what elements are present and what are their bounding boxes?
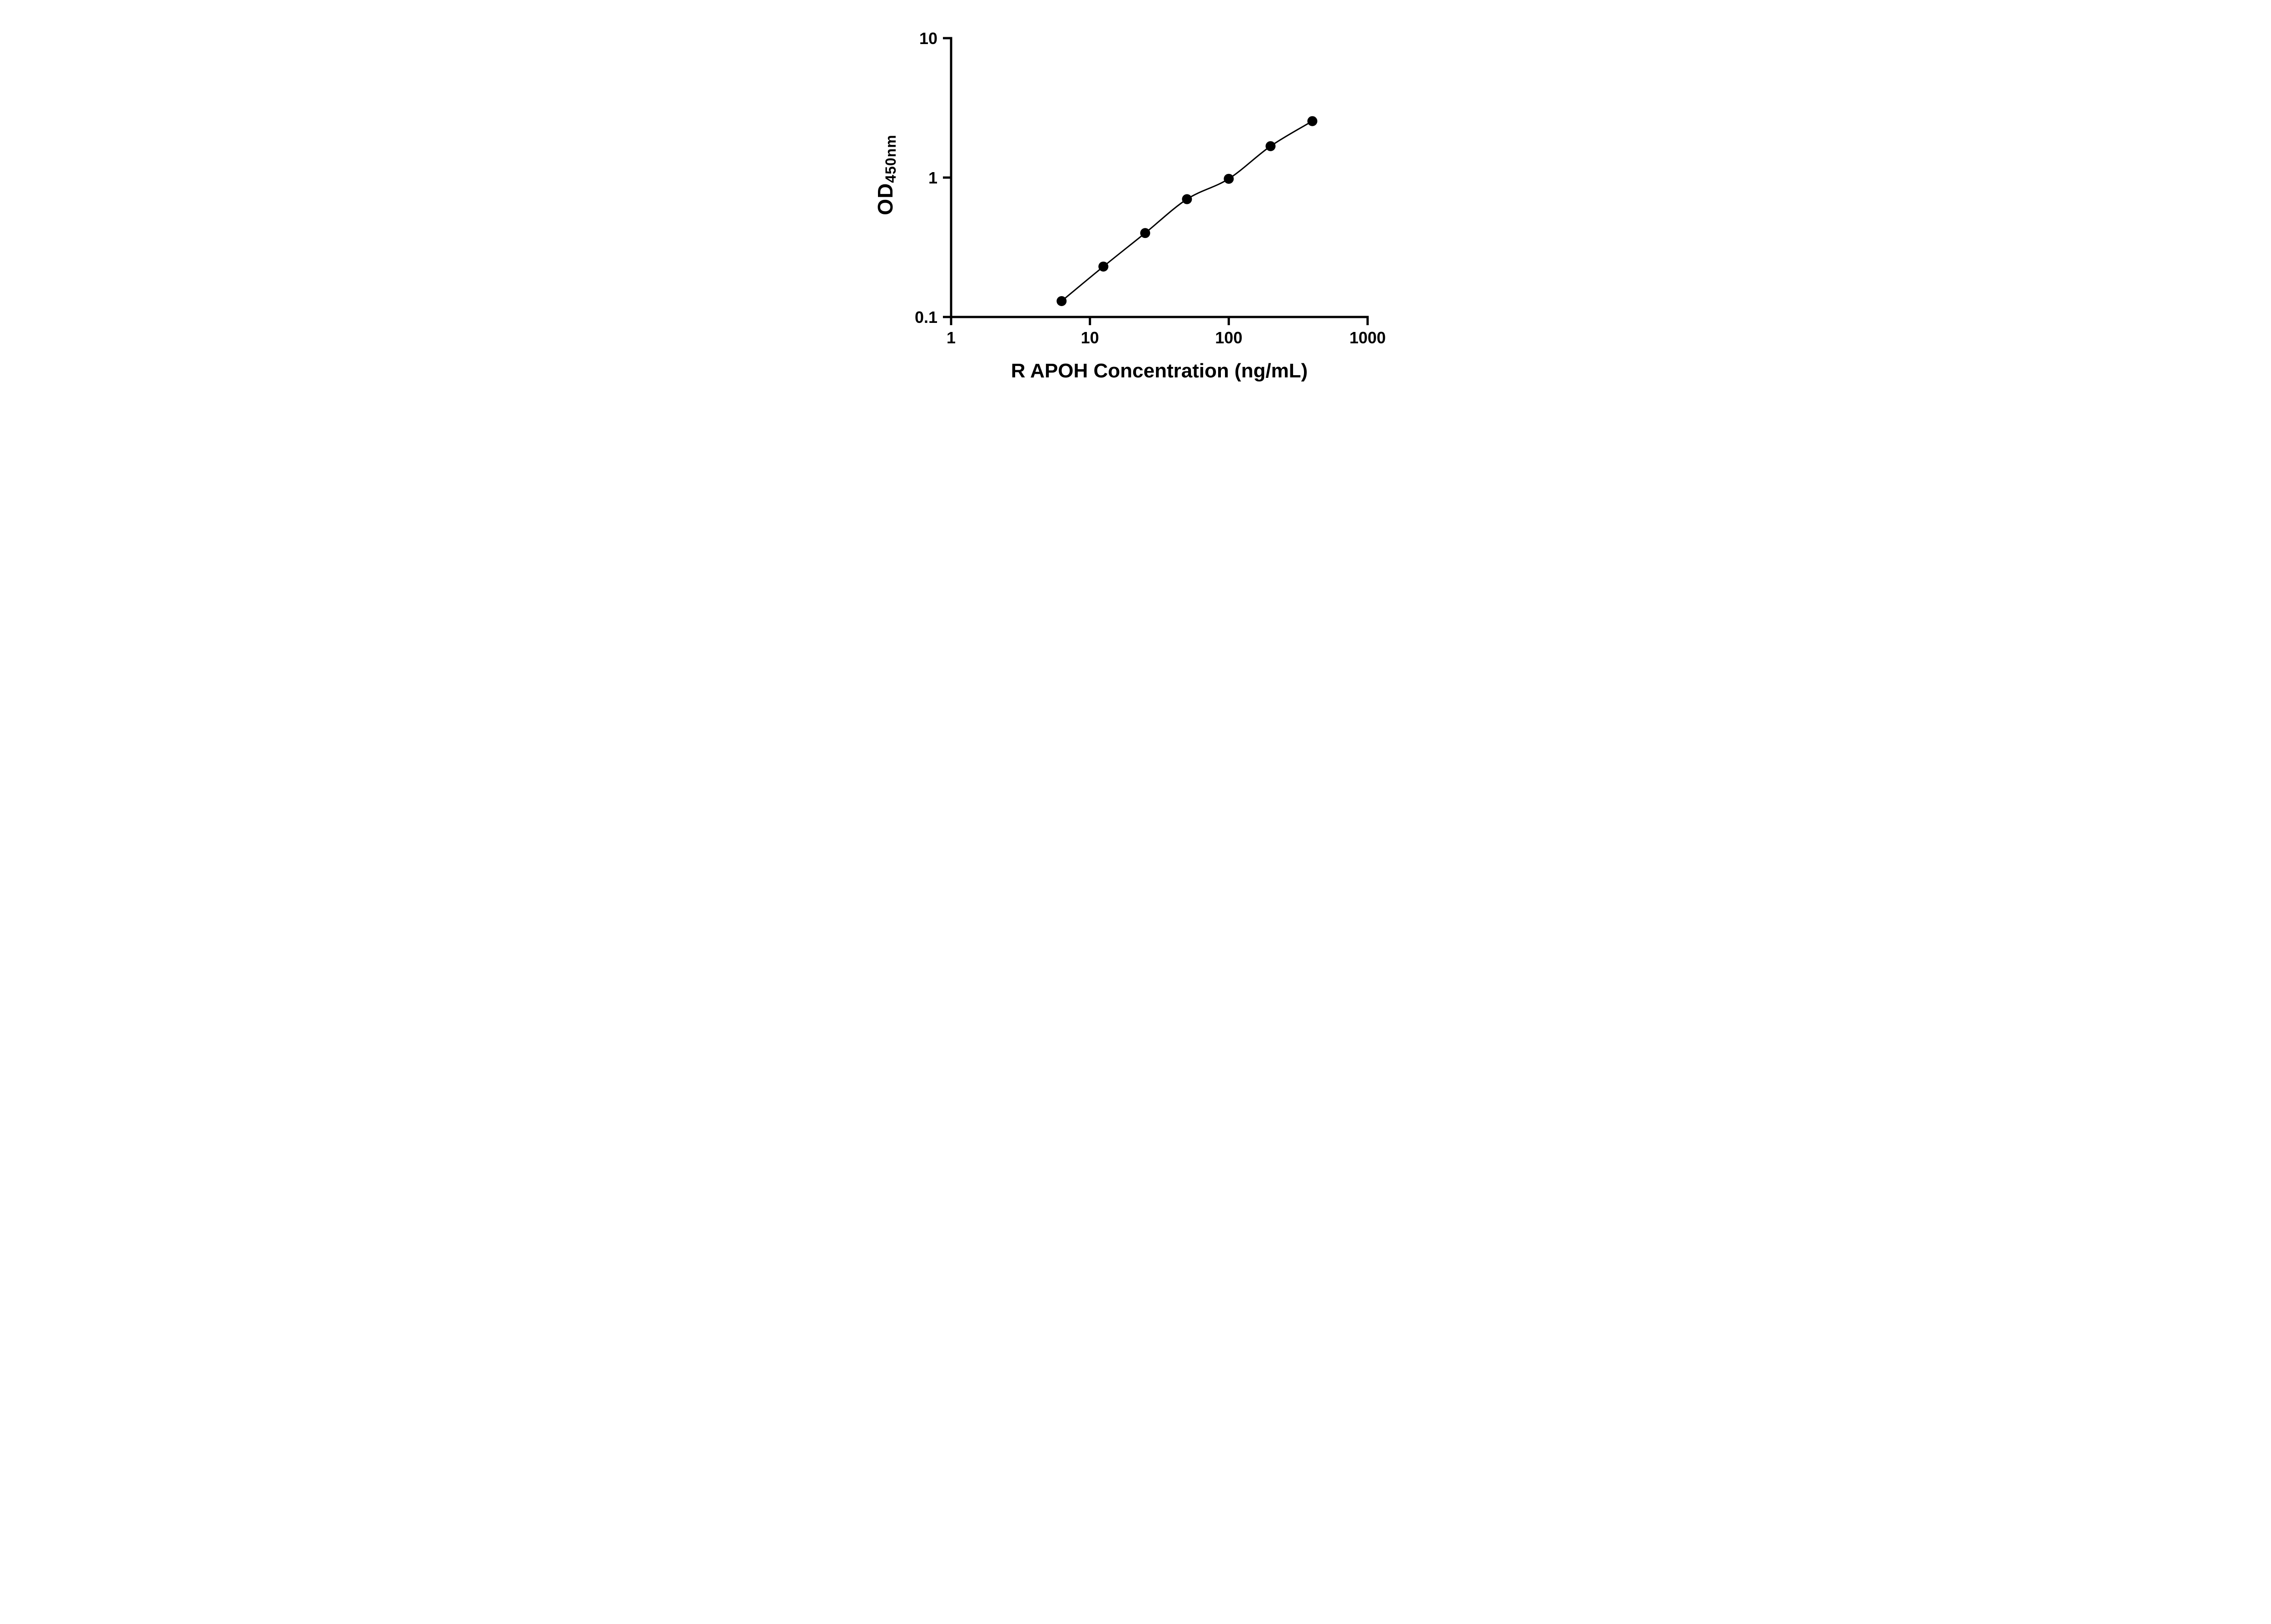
x-axis-label: R APOH Concentration (ng/mL) (1011, 360, 1308, 382)
x-tick-label: 100 (1215, 328, 1242, 347)
y-tick-label: 0.1 (915, 308, 937, 327)
data-point-marker (1098, 261, 1109, 272)
data-point-marker (1140, 228, 1150, 238)
data-point-marker (1056, 296, 1067, 307)
plot-area: 1 10 100 1000 0.1 1 10 (915, 29, 1386, 347)
page: OD450nm 1 10 100 1000 0.1 1 10 R APOH Concentr… (849, 0, 1422, 406)
y-tick-label: 10 (919, 29, 937, 48)
data-point-marker (1307, 116, 1318, 126)
x-tick-label: 1000 (1349, 328, 1386, 347)
x-tick-label: 10 (1081, 328, 1099, 347)
x-tick-label: 1 (947, 328, 956, 347)
standard-curve-chart: OD450nm 1 10 100 1000 0.1 1 10 R APOH Concentr… (849, 0, 1422, 406)
data-point-marker (1182, 194, 1192, 204)
data-point-marker (1265, 141, 1276, 151)
axis-spine (950, 37, 1369, 318)
y-tick-label: 1 (928, 168, 937, 187)
data-point-marker (1224, 173, 1234, 184)
